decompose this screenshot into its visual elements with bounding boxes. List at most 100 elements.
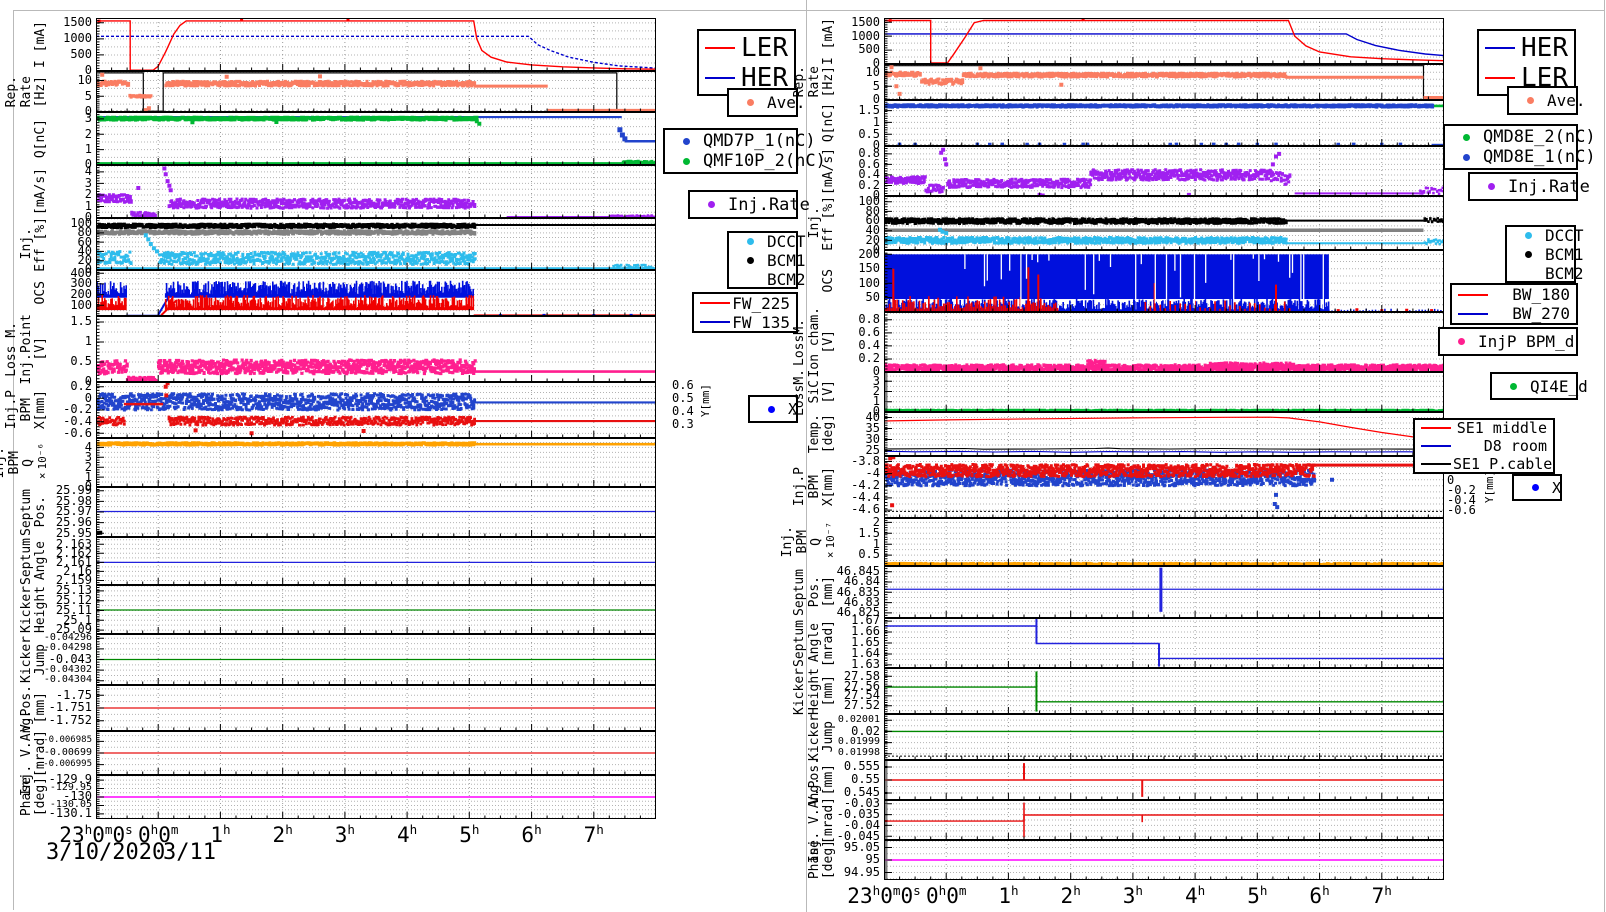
subplot-loss-inj-point[interactable] bbox=[96, 316, 656, 382]
subplot-inj-eff[interactable] bbox=[884, 196, 1444, 250]
legend-ave-: Ave. bbox=[727, 88, 806, 117]
ytick-label-rep-rate: 5 bbox=[872, 78, 880, 93]
axis-label-kicker-height: Kicker Height [mm] bbox=[792, 668, 836, 715]
subplot-current[interactable] bbox=[96, 18, 656, 71]
subplot-loss-sic[interactable] bbox=[884, 372, 1444, 412]
right-axis-tick: 0.6 bbox=[672, 378, 694, 392]
subplot-inj-v-ang[interactable] bbox=[96, 731, 656, 775]
xaxis-date-label: 3/11 bbox=[163, 840, 216, 865]
ytick-label-charge: 1 bbox=[872, 114, 880, 129]
legend-label: BW_180 bbox=[1512, 285, 1570, 304]
axis-label-text: Rep. bbox=[792, 66, 808, 98]
axis-label-text: Angle bbox=[806, 623, 822, 663]
legend-label: HER bbox=[1521, 32, 1568, 63]
legend-marker-dot-icon bbox=[1444, 338, 1478, 345]
xaxis-label: 1h bbox=[998, 883, 1019, 908]
subplot-kicker-jump[interactable] bbox=[96, 634, 656, 685]
ytick-label-temperature: 30 bbox=[865, 431, 880, 446]
subplot-charge[interactable] bbox=[884, 100, 1444, 146]
ytick-label-loss-inj-point: 1 bbox=[84, 334, 92, 349]
subplot-kicker-jump[interactable] bbox=[884, 714, 1444, 760]
subplot-septum-angle[interactable] bbox=[96, 537, 656, 585]
subplot-phase[interactable] bbox=[884, 840, 1444, 880]
axis-label-text: Phase bbox=[806, 840, 822, 880]
subplot-inj-rate[interactable] bbox=[96, 165, 656, 218]
ytick-label-inj-bpm-q: 0.5 bbox=[858, 547, 880, 562]
legend-marker-dot-icon bbox=[733, 237, 767, 245]
subplot-charge[interactable] bbox=[96, 112, 656, 165]
ytick-label-injp-bpm-x: 0.2 bbox=[70, 379, 92, 394]
ytick-label-loss-ion-chamber: 0.6 bbox=[858, 325, 880, 340]
subplot-kicker-height[interactable] bbox=[96, 585, 656, 634]
ytick-label-rep-rate: 10 bbox=[865, 64, 880, 79]
legend-label: DCCT bbox=[1545, 225, 1584, 245]
axis-label-text: OCS bbox=[821, 269, 837, 293]
ytick-label-phase: -129.9 bbox=[48, 772, 92, 787]
xaxis-label: 23h0m0s bbox=[847, 883, 921, 908]
subplot-inj-bpm-q[interactable] bbox=[884, 518, 1444, 566]
legend-marker-line-icon bbox=[698, 302, 732, 304]
legend-marker-line-icon bbox=[1483, 76, 1517, 79]
ytick-label-phase: 94.95 bbox=[843, 864, 880, 879]
ytick-label-charge: 2 bbox=[84, 126, 92, 141]
subplot-kicker-height[interactable] bbox=[884, 668, 1444, 714]
subplot-septum-pos[interactable] bbox=[884, 566, 1444, 618]
ytick-label-septum-pos: 25.98 bbox=[55, 493, 92, 508]
axis-label-rep-rate: Rep. Rate [Hz] bbox=[792, 64, 836, 100]
ytick-label-v-pos: -1.751 bbox=[48, 700, 92, 715]
axis-label-text: Septum bbox=[792, 568, 808, 616]
ytick-label-temperature: 25 bbox=[865, 442, 880, 457]
ytick-label-inj-v-ang: -0.00699 bbox=[43, 746, 92, 758]
ytick-label-v-pos: -1.75 bbox=[55, 687, 92, 702]
subplot-septum-angle[interactable] bbox=[884, 618, 1444, 668]
legend-label: QMD8E_2(nC) bbox=[1483, 127, 1596, 147]
subplot-loss-ion-chamber[interactable] bbox=[884, 312, 1444, 372]
legend-item: BW_270 bbox=[1456, 304, 1570, 323]
subplot-ocs[interactable] bbox=[884, 250, 1444, 312]
ytick-label-loss-ion-chamber: 0.8 bbox=[858, 312, 880, 327]
xaxis-label: 5h bbox=[1247, 883, 1268, 908]
axis-label-text: BPM bbox=[794, 530, 810, 554]
ytick-label-injp-bpm-x: -4.6 bbox=[851, 502, 880, 517]
xaxis-label: 3h bbox=[1122, 883, 1143, 908]
subplot-current[interactable] bbox=[884, 18, 1444, 64]
legend-label: SE1 P.cable bbox=[1453, 455, 1553, 473]
ytick-label-inj-rate: 0.4 bbox=[858, 167, 880, 182]
subplot-v-pos[interactable] bbox=[884, 760, 1444, 800]
subplot-rep-rate[interactable] bbox=[884, 64, 1444, 100]
subplot-septum-pos[interactable] bbox=[96, 487, 656, 537]
legend-qmd8e-2-nc-: QMD8E_2(nC) QMD8E_1(nC) bbox=[1443, 124, 1596, 170]
subplot-injp-bpm-x[interactable] bbox=[96, 382, 656, 438]
axis-label-text: Inj. bbox=[806, 207, 822, 239]
axis-label-charge: Q[nC] bbox=[796, 100, 836, 146]
axis-label-loss-sic: LossM. SiC [V] bbox=[792, 369, 836, 416]
legend-marker-line-icon bbox=[1419, 445, 1453, 447]
subplot-ocs[interactable] bbox=[96, 270, 656, 316]
subplot-temperature[interactable] bbox=[884, 412, 1444, 456]
xaxis-label: 0h0m bbox=[137, 822, 179, 847]
subplot-inj-v-ang[interactable] bbox=[884, 800, 1444, 840]
axis-label-ocs: OCS bbox=[796, 250, 836, 312]
axis-label-inj-eff: Inj. Eff [%] bbox=[796, 196, 837, 251]
right-axis-tick: 0.4 bbox=[672, 404, 694, 418]
axis-label-text: LossM. bbox=[792, 318, 808, 366]
ytick-label-loss-sic: 2 bbox=[872, 383, 880, 398]
axis-label-inj-bpm-q: Inj. BPM Q ×10⁻⁷ bbox=[780, 518, 837, 566]
axis-label-septum-angle: Septum Angle [mrad] bbox=[792, 618, 836, 668]
ytick-label-current: 1500 bbox=[63, 15, 92, 30]
legend-label: BW_270 bbox=[1512, 304, 1570, 323]
ytick-label-ocs: 200 bbox=[858, 246, 880, 261]
subplot-injp-bpm-x[interactable] bbox=[884, 456, 1444, 518]
subplot-inj-rate[interactable] bbox=[884, 146, 1444, 196]
legend-inj-rate: Inj.Rate bbox=[1468, 172, 1590, 201]
ytick-label-septum-angle: 2.159 bbox=[55, 572, 92, 587]
subplot-inj-eff[interactable] bbox=[96, 218, 656, 270]
right-axis-title: Y[mm] bbox=[1483, 470, 1496, 504]
subplot-v-pos[interactable] bbox=[96, 685, 656, 731]
subplot-inj-bpm-q[interactable] bbox=[96, 438, 656, 487]
subplot-rep-rate[interactable] bbox=[96, 71, 656, 112]
subplot-phase[interactable] bbox=[96, 775, 656, 819]
ytick-label-charge: 0.5 bbox=[858, 126, 880, 141]
ytick-label-injp-bpm-x: 0 bbox=[84, 390, 92, 405]
